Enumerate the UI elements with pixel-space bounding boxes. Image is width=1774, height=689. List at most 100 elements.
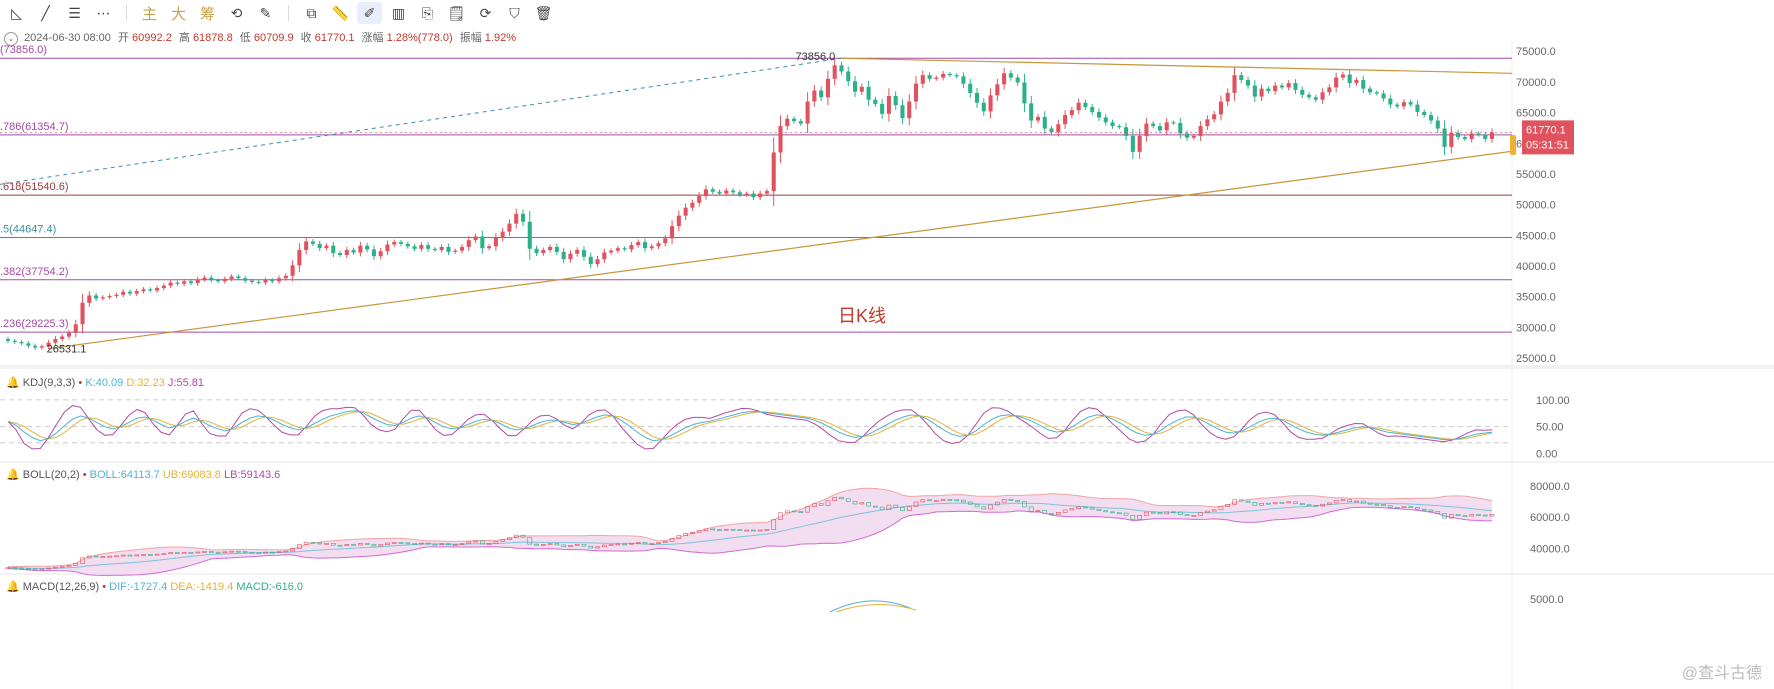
candle[interactable]	[514, 208, 519, 229]
candle[interactable]	[1049, 125, 1054, 136]
candle[interactable]	[507, 219, 512, 236]
candle[interactable]	[26, 340, 31, 349]
candle[interactable]	[1191, 133, 1196, 140]
candle[interactable]	[1449, 126, 1454, 154]
candle[interactable]	[649, 244, 654, 251]
candle[interactable]	[236, 274, 241, 281]
candle[interactable]	[724, 187, 729, 197]
candle[interactable]	[541, 247, 546, 256]
candle[interactable]	[852, 76, 858, 97]
candle[interactable]	[195, 276, 200, 286]
candle[interactable]	[642, 238, 648, 252]
collapse-icon[interactable]: ⌄	[4, 32, 18, 46]
candle[interactable]	[60, 334, 65, 342]
candle[interactable]	[5, 336, 11, 344]
candle[interactable]	[1178, 117, 1183, 139]
candle[interactable]	[1029, 95, 1034, 129]
candle[interactable]	[1483, 131, 1488, 142]
macd-dif-line[interactable]	[829, 600, 911, 613]
candle[interactable]	[974, 87, 980, 108]
candle[interactable]	[331, 241, 336, 258]
lines-menu-icon[interactable]: ☰	[68, 4, 81, 21]
candle[interactable]	[80, 293, 85, 334]
candle[interactable]	[629, 242, 634, 253]
candle[interactable]	[1015, 74, 1020, 86]
candle[interactable]	[216, 278, 221, 284]
candle[interactable]	[825, 70, 830, 106]
candle[interactable]	[1198, 121, 1203, 141]
candle[interactable]	[73, 319, 78, 338]
candle[interactable]	[466, 236, 471, 251]
candle[interactable]	[1300, 86, 1305, 99]
candle[interactable]	[1286, 80, 1291, 91]
candle[interactable]	[595, 255, 600, 268]
note-icon[interactable]: 🗒	[447, 4, 466, 21]
candle[interactable]	[1476, 131, 1481, 137]
candle[interactable]	[934, 75, 939, 81]
candle[interactable]	[134, 288, 139, 296]
candle[interactable]	[819, 86, 824, 102]
candle[interactable]	[398, 239, 404, 247]
draw-pen-icon[interactable]: ✐	[357, 2, 382, 24]
candle[interactable]	[527, 210, 532, 260]
candle[interactable]	[87, 291, 92, 307]
candle[interactable]	[1293, 79, 1298, 94]
candle[interactable]	[893, 91, 898, 110]
candle[interactable]	[602, 248, 607, 264]
candle[interactable]	[358, 241, 363, 257]
candle[interactable]	[168, 279, 173, 289]
trash-icon[interactable]: 🗑	[534, 4, 553, 21]
candle[interactable]	[690, 199, 695, 211]
candle[interactable]	[1415, 100, 1420, 117]
candle[interactable]	[778, 115, 783, 164]
candle[interactable]	[798, 118, 803, 127]
candle[interactable]	[1313, 94, 1318, 103]
candle[interactable]	[100, 295, 105, 301]
candle[interactable]	[1388, 94, 1393, 109]
candle[interactable]	[1076, 98, 1081, 115]
candle[interactable]	[1442, 120, 1447, 155]
candle[interactable]	[371, 245, 376, 261]
candle[interactable]	[1063, 110, 1068, 129]
candle[interactable]	[1008, 70, 1013, 81]
candle[interactable]	[656, 240, 661, 249]
candle[interactable]	[1110, 119, 1115, 129]
candle[interactable]	[913, 75, 919, 110]
candle[interactable]	[1090, 103, 1095, 116]
candle[interactable]	[19, 340, 24, 346]
candle[interactable]	[324, 243, 329, 251]
candle[interactable]	[1056, 119, 1061, 137]
trend-angle-icon[interactable]: ◺	[11, 4, 22, 21]
candle[interactable]	[1401, 99, 1406, 110]
filter-icon[interactable]: ⛉	[509, 4, 520, 21]
candle[interactable]	[493, 233, 498, 251]
resistance-trendline[interactable]	[841, 57, 1513, 74]
candle[interactable]	[1225, 88, 1230, 107]
candle[interactable]	[188, 279, 193, 286]
candle[interactable]	[927, 72, 932, 82]
candle[interactable]	[182, 278, 187, 287]
candle[interactable]	[1395, 102, 1400, 109]
ruler-icon[interactable]: 📏	[331, 4, 350, 21]
candle[interactable]	[500, 227, 505, 242]
candle[interactable]	[432, 246, 437, 252]
candle[interactable]	[277, 275, 282, 284]
bell-icon[interactable]: 🔔	[6, 469, 20, 481]
candle[interactable]	[1266, 86, 1271, 94]
candle[interactable]	[805, 92, 810, 133]
candle[interactable]	[1096, 108, 1102, 121]
candle[interactable]	[968, 78, 973, 98]
candle[interactable]	[534, 245, 539, 257]
chips-button[interactable]: 筹	[199, 5, 215, 23]
candle[interactable]	[53, 336, 58, 346]
replay-icon[interactable]: ⟲	[230, 4, 243, 21]
candle[interactable]	[886, 88, 891, 122]
candle[interactable]	[785, 114, 790, 131]
candle[interactable]	[737, 189, 742, 198]
kdj-d-line[interactable]	[7, 411, 1493, 440]
support-trendline[interactable]	[48, 150, 1513, 350]
candle[interactable]	[1273, 82, 1278, 95]
candle[interactable]	[717, 189, 722, 196]
candle[interactable]	[1218, 95, 1223, 121]
candle[interactable]	[988, 88, 993, 119]
